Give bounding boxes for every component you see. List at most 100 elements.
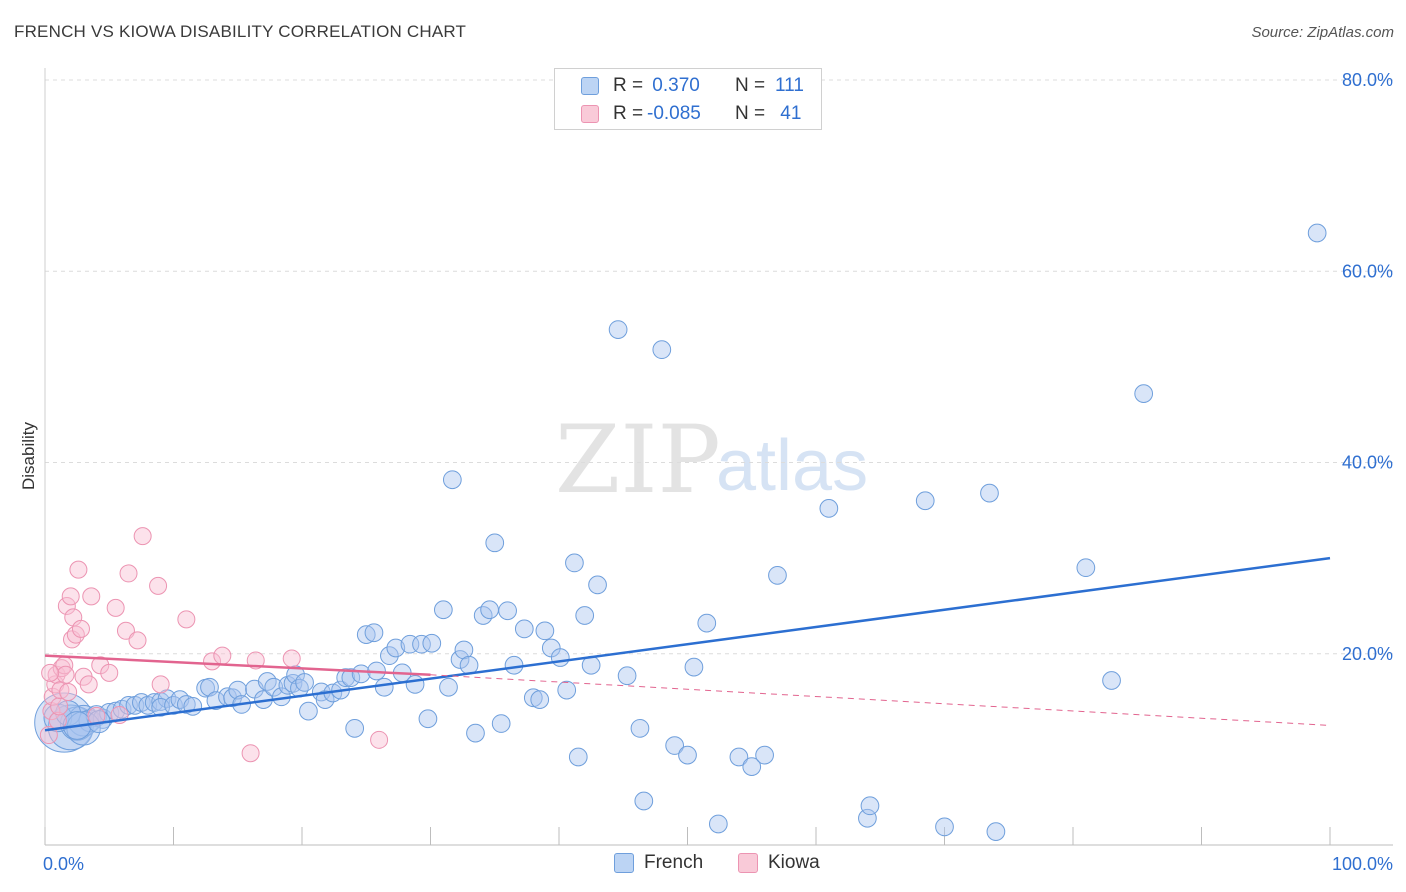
french-points (34, 223, 1327, 841)
french-point (819, 499, 839, 518)
french-point (697, 613, 717, 633)
kiowa-swatch (738, 853, 758, 873)
french-point (630, 718, 650, 738)
french-point (980, 483, 999, 503)
french-point (264, 677, 284, 697)
french-point (480, 600, 499, 620)
french-point (634, 791, 654, 811)
french-point (768, 565, 787, 585)
french-point (550, 648, 570, 667)
kiowa-point (39, 726, 58, 745)
french-point (351, 664, 371, 684)
french-point (491, 714, 511, 733)
kiowa-point (116, 621, 135, 640)
y-tick-label: 60.0% (1342, 261, 1393, 281)
french-point (466, 723, 485, 743)
french-point (617, 666, 637, 686)
chart-title: FRENCH VS KIOWA DISABILITY CORRELATION C… (14, 22, 467, 41)
french-point (439, 677, 458, 697)
x-tick-label: 100.0% (1332, 854, 1393, 874)
french-point (299, 701, 318, 721)
legend-label-kiowa: Kiowa (768, 852, 820, 873)
french-point (386, 638, 406, 658)
french-point (380, 646, 399, 666)
french-point (742, 757, 762, 776)
french-point (523, 688, 543, 708)
french-point (1102, 671, 1121, 690)
french-point (588, 575, 607, 595)
french-point (1076, 558, 1096, 578)
legend-item-french[interactable]: French (614, 852, 703, 874)
french-point (986, 822, 1006, 841)
tick-labels: 20.0% 40.0% 60.0% 80.0% 0.0% 100.0% (43, 70, 1393, 874)
kiowa-point (213, 646, 232, 665)
french-point (729, 747, 749, 767)
kiowa-point (133, 527, 152, 546)
french-point (915, 491, 935, 511)
n-label: N = (735, 75, 771, 96)
french-point (442, 470, 462, 490)
french-point (755, 745, 774, 765)
french-point (684, 657, 704, 677)
r-label: R = (613, 103, 649, 124)
french-point (1307, 223, 1327, 243)
kiowa-point (69, 560, 88, 579)
french-point (535, 621, 555, 641)
legend-item-kiowa[interactable]: Kiowa (738, 852, 820, 874)
french-point (405, 674, 425, 694)
kiowa-point (41, 663, 60, 682)
french-point (422, 633, 442, 653)
french-point (485, 533, 505, 553)
kiowa-points (39, 527, 389, 763)
french-point (608, 320, 628, 339)
french-swatch (614, 853, 634, 873)
y-tick-label: 20.0% (1342, 644, 1393, 664)
french-point (858, 808, 877, 828)
french-point (412, 634, 431, 654)
french-point (678, 745, 697, 765)
french-point (315, 690, 335, 710)
french-point (565, 553, 584, 573)
french-point (575, 606, 595, 625)
kiowa-point (79, 675, 98, 694)
stats-legend: R = 0.370 N = 111 R = -0.085 N = 41 (554, 68, 822, 130)
n-value: 111 (775, 75, 804, 96)
kiowa-point (91, 656, 110, 675)
r-value: -0.085 (647, 103, 701, 124)
kiowa-point (66, 625, 85, 644)
french-point (356, 625, 376, 644)
kiowa-point (241, 744, 260, 763)
kiowa-trend-line (44, 654, 431, 677)
french-point (364, 623, 384, 643)
french-point (652, 340, 672, 360)
kiowa-point (56, 665, 75, 684)
kiowa-point (50, 697, 69, 716)
trend-lines (44, 556, 1331, 732)
y-tick-label: 40.0% (1342, 453, 1393, 473)
french-point (504, 655, 524, 675)
kiowa-point (128, 631, 147, 650)
french-trend-line (44, 556, 1331, 732)
french-point (345, 718, 365, 738)
kiowa-point (106, 598, 125, 617)
watermark: ZIP atlas (555, 406, 868, 515)
y-axis-label: Disability (19, 421, 38, 490)
french-point (418, 709, 438, 729)
kiowa-point (370, 730, 389, 749)
axes (44, 68, 1393, 846)
x-tick-label: 0.0% (43, 854, 84, 874)
french-point (860, 796, 880, 816)
kiowa-point (151, 675, 170, 694)
french-point (665, 736, 685, 755)
french-point (557, 680, 577, 700)
french-point (530, 690, 550, 710)
french-point (433, 600, 453, 620)
legend-label-french: French (644, 852, 704, 873)
n-value: 41 (775, 103, 802, 124)
french-point (514, 619, 534, 639)
kiowa-swatch (581, 105, 599, 123)
r-label: R = (613, 75, 649, 96)
kiowa-point (82, 587, 101, 606)
french-point (374, 677, 394, 697)
